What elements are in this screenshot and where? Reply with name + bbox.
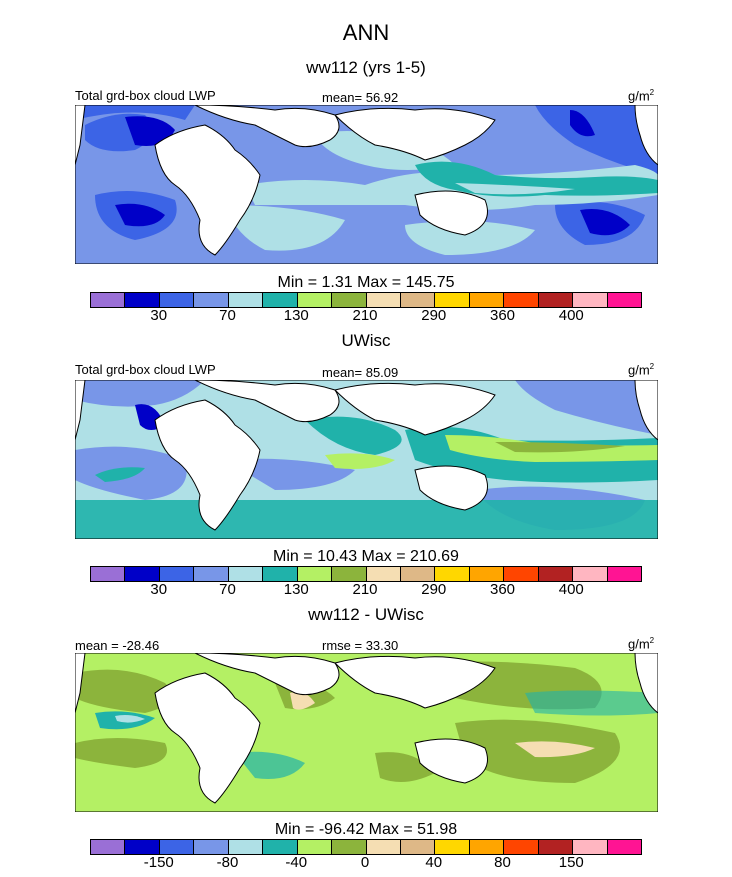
panel3-title: ww112 - UWisc — [308, 605, 424, 624]
colorbar-tick-label: 400 — [558, 307, 584, 324]
colorbar-swatch — [263, 293, 298, 307]
colorbar-tick-label: 210 — [352, 307, 378, 324]
panel3-map — [75, 653, 658, 812]
colorbar-swatch — [125, 567, 160, 581]
panel2-colorbar — [90, 566, 642, 582]
panel2-variable-label: Total grd-box cloud LWP — [75, 362, 216, 377]
colorbar-swatch — [159, 840, 195, 854]
panel3-minmax: Min = -96.42 Max = 51.98 — [274, 821, 458, 838]
colorbar-tick-label: 360 — [489, 307, 516, 324]
panel1-variable-label: Total grd-box cloud LWP — [75, 88, 216, 103]
colorbar-tick-label: -150 — [143, 854, 174, 871]
colorbar-swatch — [194, 840, 229, 854]
colorbar-swatch — [538, 567, 574, 581]
colorbar-swatch — [504, 567, 539, 581]
colorbar-swatch — [297, 840, 333, 854]
colorbar-tick-label: 70 — [219, 307, 236, 324]
colorbar-swatch — [194, 293, 229, 307]
colorbar-swatch — [573, 293, 608, 307]
colorbar-tick-label: 70 — [219, 581, 236, 598]
colorbar-swatch — [228, 293, 264, 307]
colorbar-swatch — [607, 293, 641, 307]
panel1-title: ww112 (yrs 1-5) — [306, 58, 426, 77]
colorbar-swatch — [228, 840, 264, 854]
colorbar-swatch — [538, 293, 574, 307]
colorbar-swatch — [366, 293, 401, 307]
colorbar-swatch — [263, 567, 298, 581]
colorbar-tick-label: 290 — [421, 581, 447, 598]
colorbar-swatch — [504, 293, 539, 307]
colorbar-swatch — [91, 567, 126, 581]
colorbar-swatch — [573, 567, 608, 581]
colorbar-swatch — [435, 293, 470, 307]
colorbar-tick-label: 30 — [150, 307, 168, 324]
colorbar-tick-label: 130 — [283, 307, 309, 324]
colorbar-swatch — [607, 840, 641, 854]
colorbar-tick-label: 210 — [352, 581, 378, 598]
colorbar-swatch — [538, 840, 574, 854]
panel1-minmax: Min = 1.31 Max = 145.75 — [277, 274, 455, 291]
colorbar-swatch — [504, 840, 539, 854]
colorbar-swatch — [607, 567, 641, 581]
colorbar-swatch — [263, 840, 298, 854]
panel3-rmse-label: rmse = 33.30 — [322, 638, 399, 653]
panel2-map — [75, 380, 658, 539]
panel1-colorbar — [90, 292, 642, 308]
panel2-minmax: Min = 10.43 Max = 210.69 — [273, 548, 459, 565]
panel1-mean-label: mean= 56.92 — [322, 90, 399, 105]
panel1-units-label: g/m2 — [628, 88, 655, 104]
colorbar-swatch — [332, 567, 367, 581]
colorbar-swatch — [469, 567, 505, 581]
colorbar-swatch — [194, 567, 229, 581]
colorbar-swatch — [435, 840, 470, 854]
panel3-colorbar — [90, 839, 642, 855]
panel2-title: UWisc — [341, 331, 391, 350]
colorbar-tick-label: 0 — [360, 854, 370, 871]
panel2-mean-label: mean= 85.09 — [322, 365, 399, 380]
colorbar-tick-label: 80 — [494, 854, 511, 871]
colorbar-swatch — [573, 840, 608, 854]
colorbar-tick-label: 150 — [558, 854, 584, 871]
colorbar-swatch — [297, 567, 333, 581]
colorbar-tick-label: 400 — [558, 581, 584, 598]
colorbar-swatch — [366, 840, 401, 854]
colorbar-swatch — [400, 840, 436, 854]
colorbar-swatch — [332, 840, 367, 854]
colorbar-swatch — [332, 293, 367, 307]
colorbar-swatch — [297, 293, 333, 307]
colorbar-swatch — [159, 293, 195, 307]
colorbar-swatch — [91, 293, 126, 307]
colorbar-swatch — [469, 840, 505, 854]
panel3-mean-label: mean = -28.46 — [75, 638, 160, 653]
colorbar-swatch — [400, 293, 436, 307]
colorbar-swatch — [400, 567, 436, 581]
page-title: ANN — [342, 20, 390, 45]
colorbar-tick-label: 40 — [425, 854, 443, 871]
colorbar-swatch — [125, 293, 160, 307]
panel3-units-label: g/m2 — [628, 636, 655, 652]
colorbar-tick-label: 30 — [150, 581, 168, 598]
colorbar-swatch — [91, 840, 126, 854]
colorbar-tick-label: 360 — [489, 581, 516, 598]
colorbar-swatch — [228, 567, 264, 581]
colorbar-tick-label: 290 — [421, 307, 447, 324]
colorbar-swatch — [469, 293, 505, 307]
panel1-map — [75, 105, 658, 264]
colorbar-tick-label: 130 — [283, 581, 309, 598]
colorbar-swatch — [125, 840, 160, 854]
colorbar-tick-label: -80 — [216, 854, 239, 871]
colorbar-tick-label: -40 — [285, 854, 308, 871]
colorbar-swatch — [435, 567, 470, 581]
colorbar-swatch — [159, 567, 195, 581]
colorbar-swatch — [366, 567, 401, 581]
panel2-units-label: g/m2 — [628, 362, 655, 378]
